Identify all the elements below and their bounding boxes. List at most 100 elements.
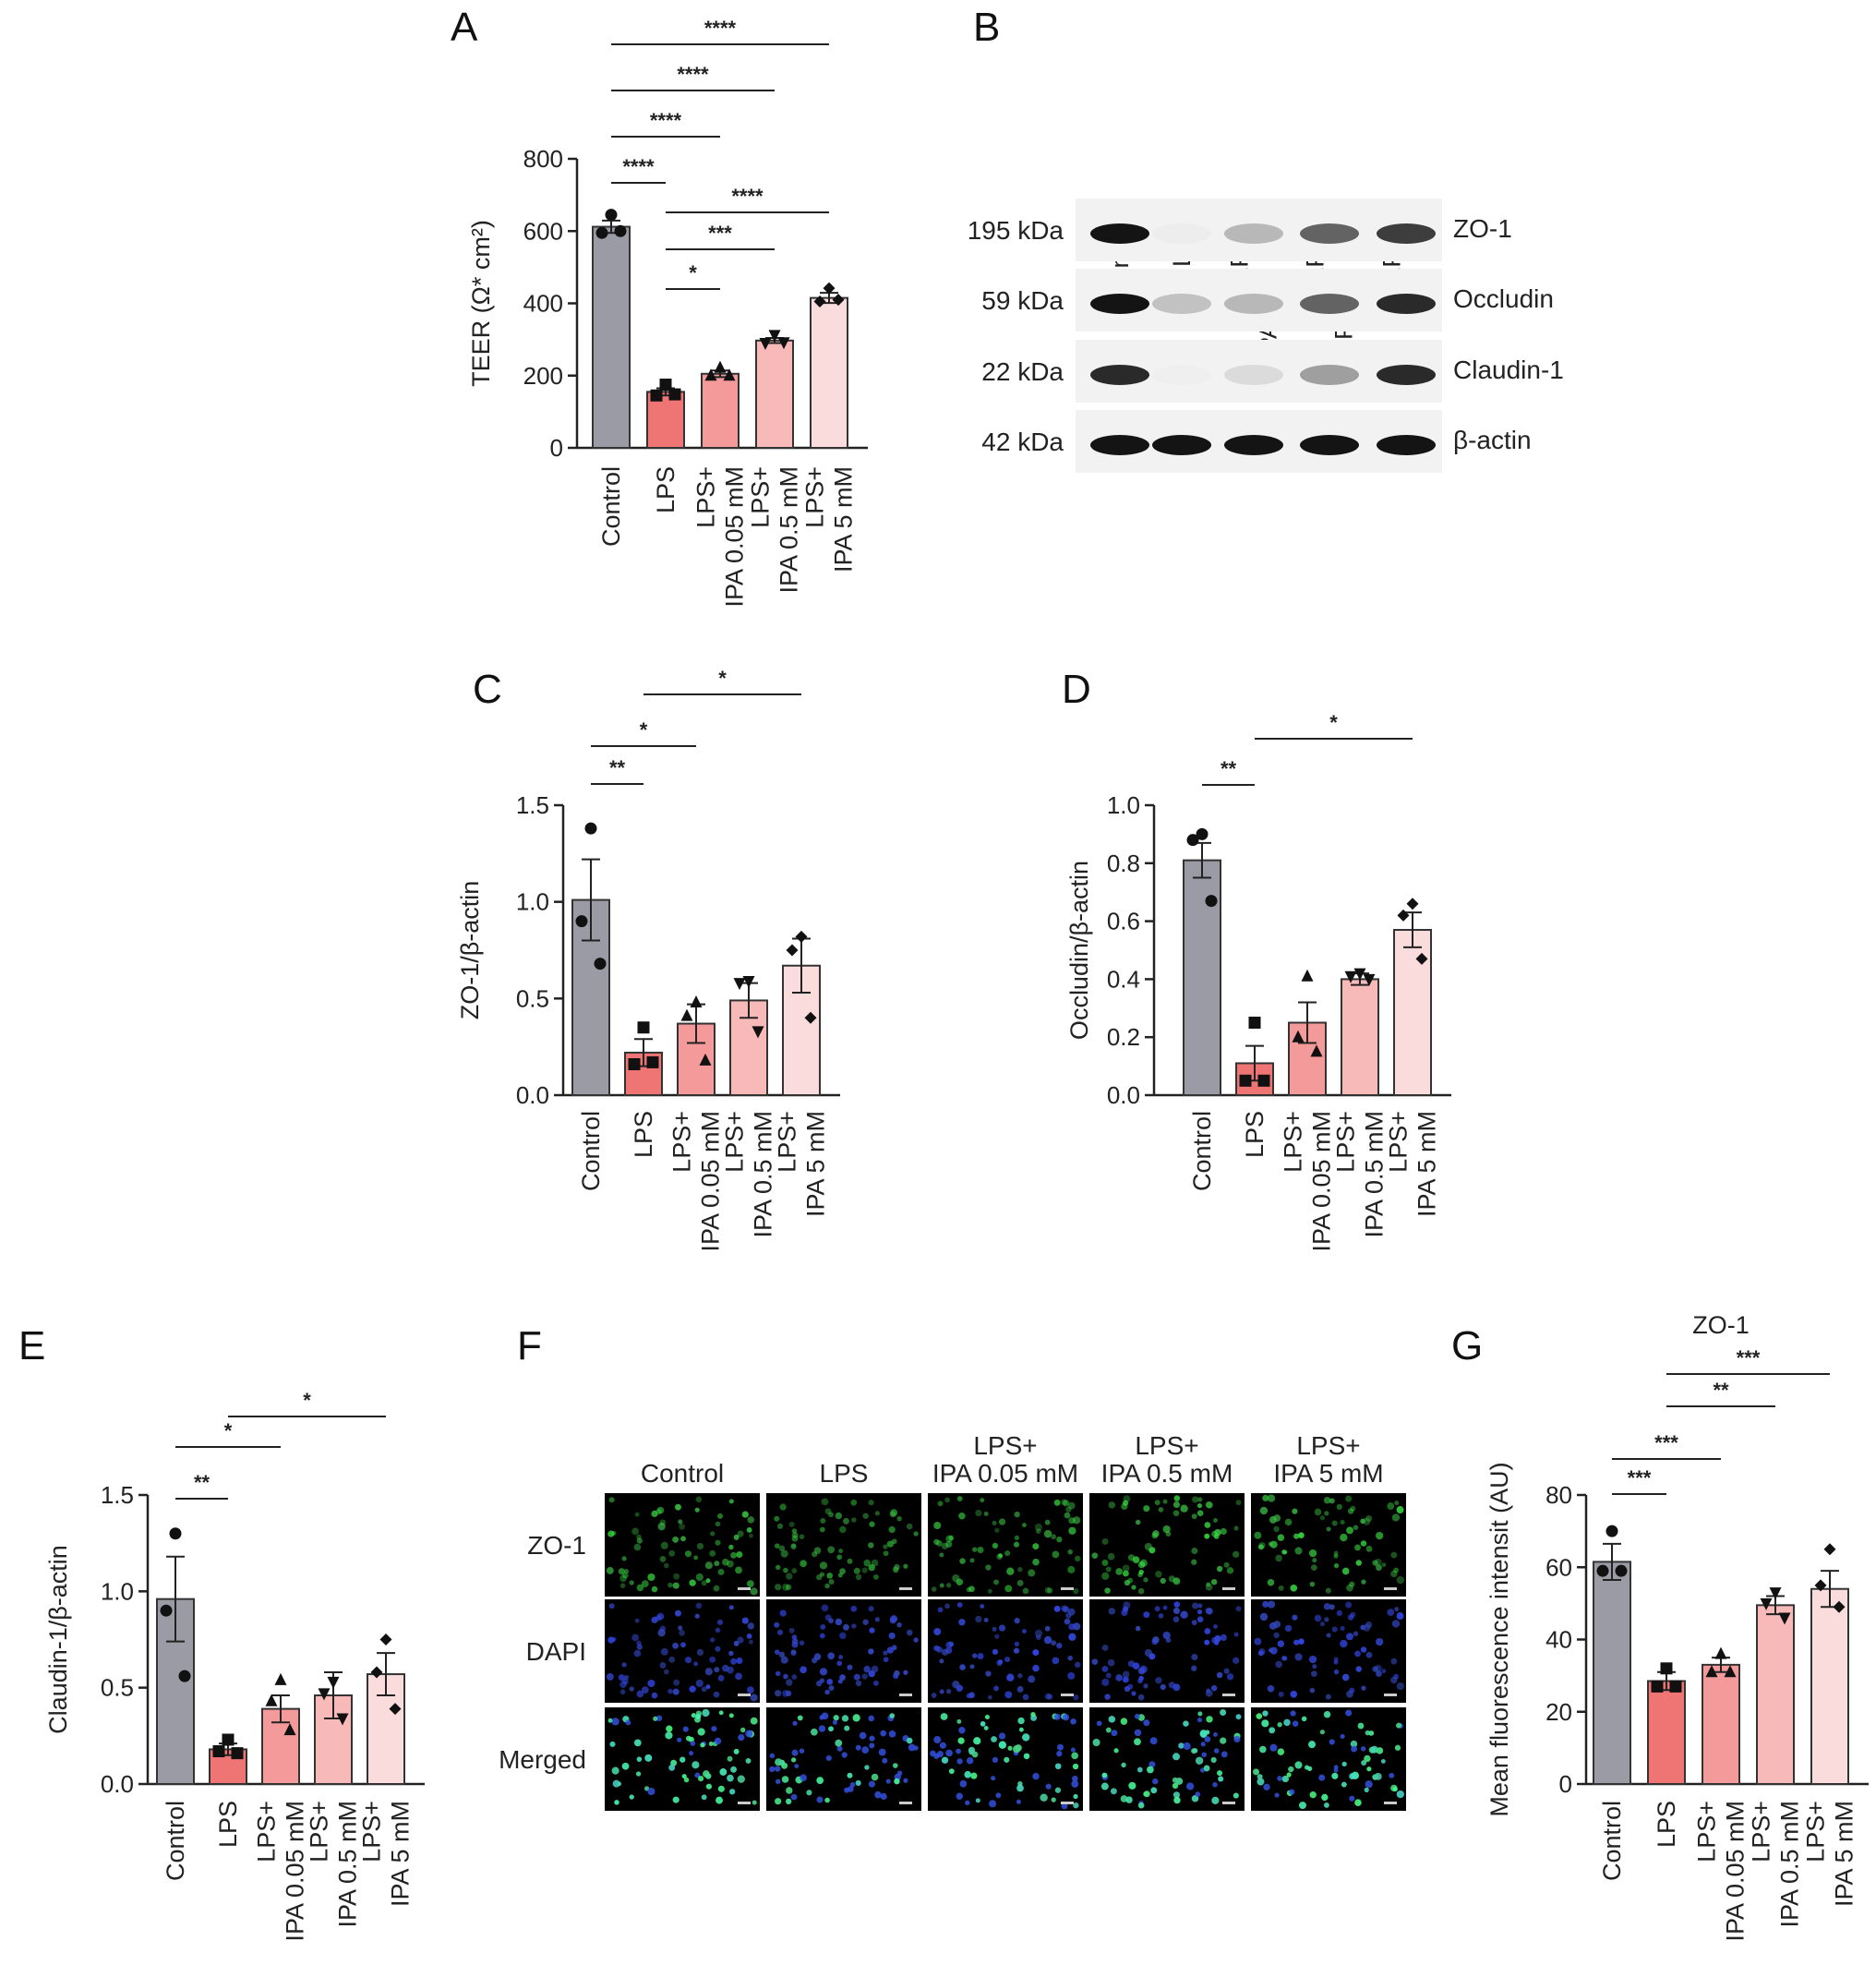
cell-nucleus	[715, 1646, 721, 1652]
cell-nucleus	[956, 1748, 961, 1754]
data-point	[231, 1747, 244, 1760]
cell-nucleus	[680, 1642, 686, 1648]
cell-nucleus	[1016, 1579, 1024, 1586]
cell-nucleus	[1396, 1506, 1404, 1513]
cell-nucleus	[740, 1727, 746, 1733]
cell-nucleus	[1071, 1752, 1078, 1760]
cell-nucleus	[1233, 1550, 1240, 1558]
cell-nucleus	[791, 1749, 799, 1756]
cell-nucleus	[1354, 1544, 1361, 1551]
data-point	[1760, 1597, 1773, 1610]
cell-nucleus	[1091, 1658, 1099, 1665]
category-label: IPA 0.05 mM	[1308, 1111, 1336, 1252]
data-point	[742, 975, 755, 988]
cell-nucleus	[956, 1792, 964, 1801]
cell-nucleus	[1032, 1558, 1040, 1566]
cell-nucleus	[888, 1525, 896, 1534]
cell-nucleus	[939, 1742, 947, 1749]
significance-label: ****	[677, 63, 709, 86]
y-tick-label: 0	[550, 434, 563, 462]
cell-nucleus	[1067, 1655, 1073, 1661]
cell-nucleus	[714, 1667, 720, 1673]
cell-nucleus	[1150, 1787, 1158, 1794]
cell-nucleus	[1261, 1719, 1269, 1728]
y-axis-label: Occludin/β-actin	[1065, 861, 1093, 1040]
cell-nucleus	[791, 1674, 798, 1680]
cell-nucleus	[842, 1517, 849, 1525]
micrograph-background	[766, 1599, 921, 1703]
cell-nucleus	[824, 1689, 830, 1695]
cell-nucleus	[1381, 1562, 1387, 1568]
cell-nucleus	[1158, 1613, 1164, 1619]
cell-nucleus	[1056, 1642, 1063, 1649]
cell-nucleus	[1154, 1500, 1160, 1506]
cell-nucleus	[820, 1517, 826, 1524]
category-label: IPA 5 mM	[1413, 1111, 1441, 1217]
cell-nucleus	[1269, 1727, 1276, 1734]
data-point	[786, 944, 799, 957]
data-point	[1714, 1646, 1727, 1659]
cell-nucleus	[769, 1766, 776, 1773]
cell-nucleus	[1134, 1729, 1142, 1737]
cell-nucleus	[629, 1794, 634, 1800]
cell-nucleus	[774, 1649, 780, 1656]
cell-nucleus	[836, 1745, 843, 1752]
cell-nucleus	[1191, 1665, 1197, 1671]
cell-nucleus	[1262, 1494, 1269, 1501]
cell-nucleus	[1044, 1625, 1051, 1632]
cell-nucleus	[1014, 1617, 1020, 1624]
cell-nucleus	[835, 1739, 843, 1747]
y-tick-label: 0	[1559, 1770, 1572, 1798]
cell-nucleus	[1135, 1519, 1141, 1525]
cell-nucleus	[791, 1532, 799, 1538]
cell-nucleus	[933, 1736, 942, 1744]
cell-nucleus	[1360, 1518, 1365, 1525]
cell-nucleus	[1122, 1570, 1129, 1577]
cell-nucleus	[1336, 1609, 1342, 1617]
cell-nucleus	[998, 1553, 1004, 1559]
y-axis-label: TEER (Ω* cm²)	[467, 220, 495, 387]
cell-nucleus	[1131, 1691, 1136, 1696]
cell-nucleus	[1172, 1607, 1181, 1615]
cell-nucleus	[1226, 1567, 1234, 1574]
cell-nucleus	[647, 1787, 655, 1796]
cell-nucleus	[821, 1498, 829, 1506]
cell-nucleus	[1396, 1790, 1404, 1799]
cell-nucleus	[1134, 1738, 1141, 1746]
category-label: LPS+	[253, 1801, 281, 1863]
cell-nucleus	[647, 1573, 655, 1582]
cell-nucleus	[1391, 1620, 1401, 1628]
cell-nucleus	[871, 1559, 879, 1567]
cell-nucleus	[1283, 1718, 1291, 1727]
cell-nucleus	[1044, 1693, 1052, 1700]
cell-nucleus	[1137, 1587, 1145, 1595]
cell-nucleus	[957, 1737, 965, 1744]
bar	[810, 296, 848, 449]
cell-nucleus	[1346, 1690, 1353, 1698]
cell-nucleus	[631, 1633, 640, 1642]
cell-nucleus	[1213, 1518, 1218, 1523]
cell-nucleus	[1034, 1629, 1043, 1637]
cell-nucleus	[1281, 1775, 1290, 1783]
cell-nucleus	[1340, 1519, 1345, 1525]
cell-nucleus	[1074, 1555, 1081, 1562]
cell-nucleus	[1052, 1550, 1060, 1559]
cell-nucleus	[966, 1756, 974, 1765]
cell-nucleus	[695, 1496, 703, 1503]
data-point	[1833, 1600, 1846, 1613]
cell-nucleus	[750, 1717, 758, 1725]
cell-nucleus	[786, 1573, 793, 1580]
cell-nucleus	[1333, 1553, 1339, 1559]
cell-nucleus	[1354, 1650, 1361, 1658]
category-label: LPS+	[358, 1801, 386, 1863]
category-label: LPS+	[306, 1801, 333, 1863]
cell-nucleus	[1006, 1567, 1015, 1575]
cell-nucleus	[1101, 1572, 1110, 1580]
cell-nucleus	[1277, 1722, 1282, 1728]
cell-nucleus	[717, 1568, 725, 1575]
cell-nucleus	[1389, 1772, 1395, 1778]
cell-nucleus	[733, 1534, 740, 1540]
cell-nucleus	[1277, 1640, 1285, 1647]
cell-nucleus	[1071, 1779, 1079, 1788]
